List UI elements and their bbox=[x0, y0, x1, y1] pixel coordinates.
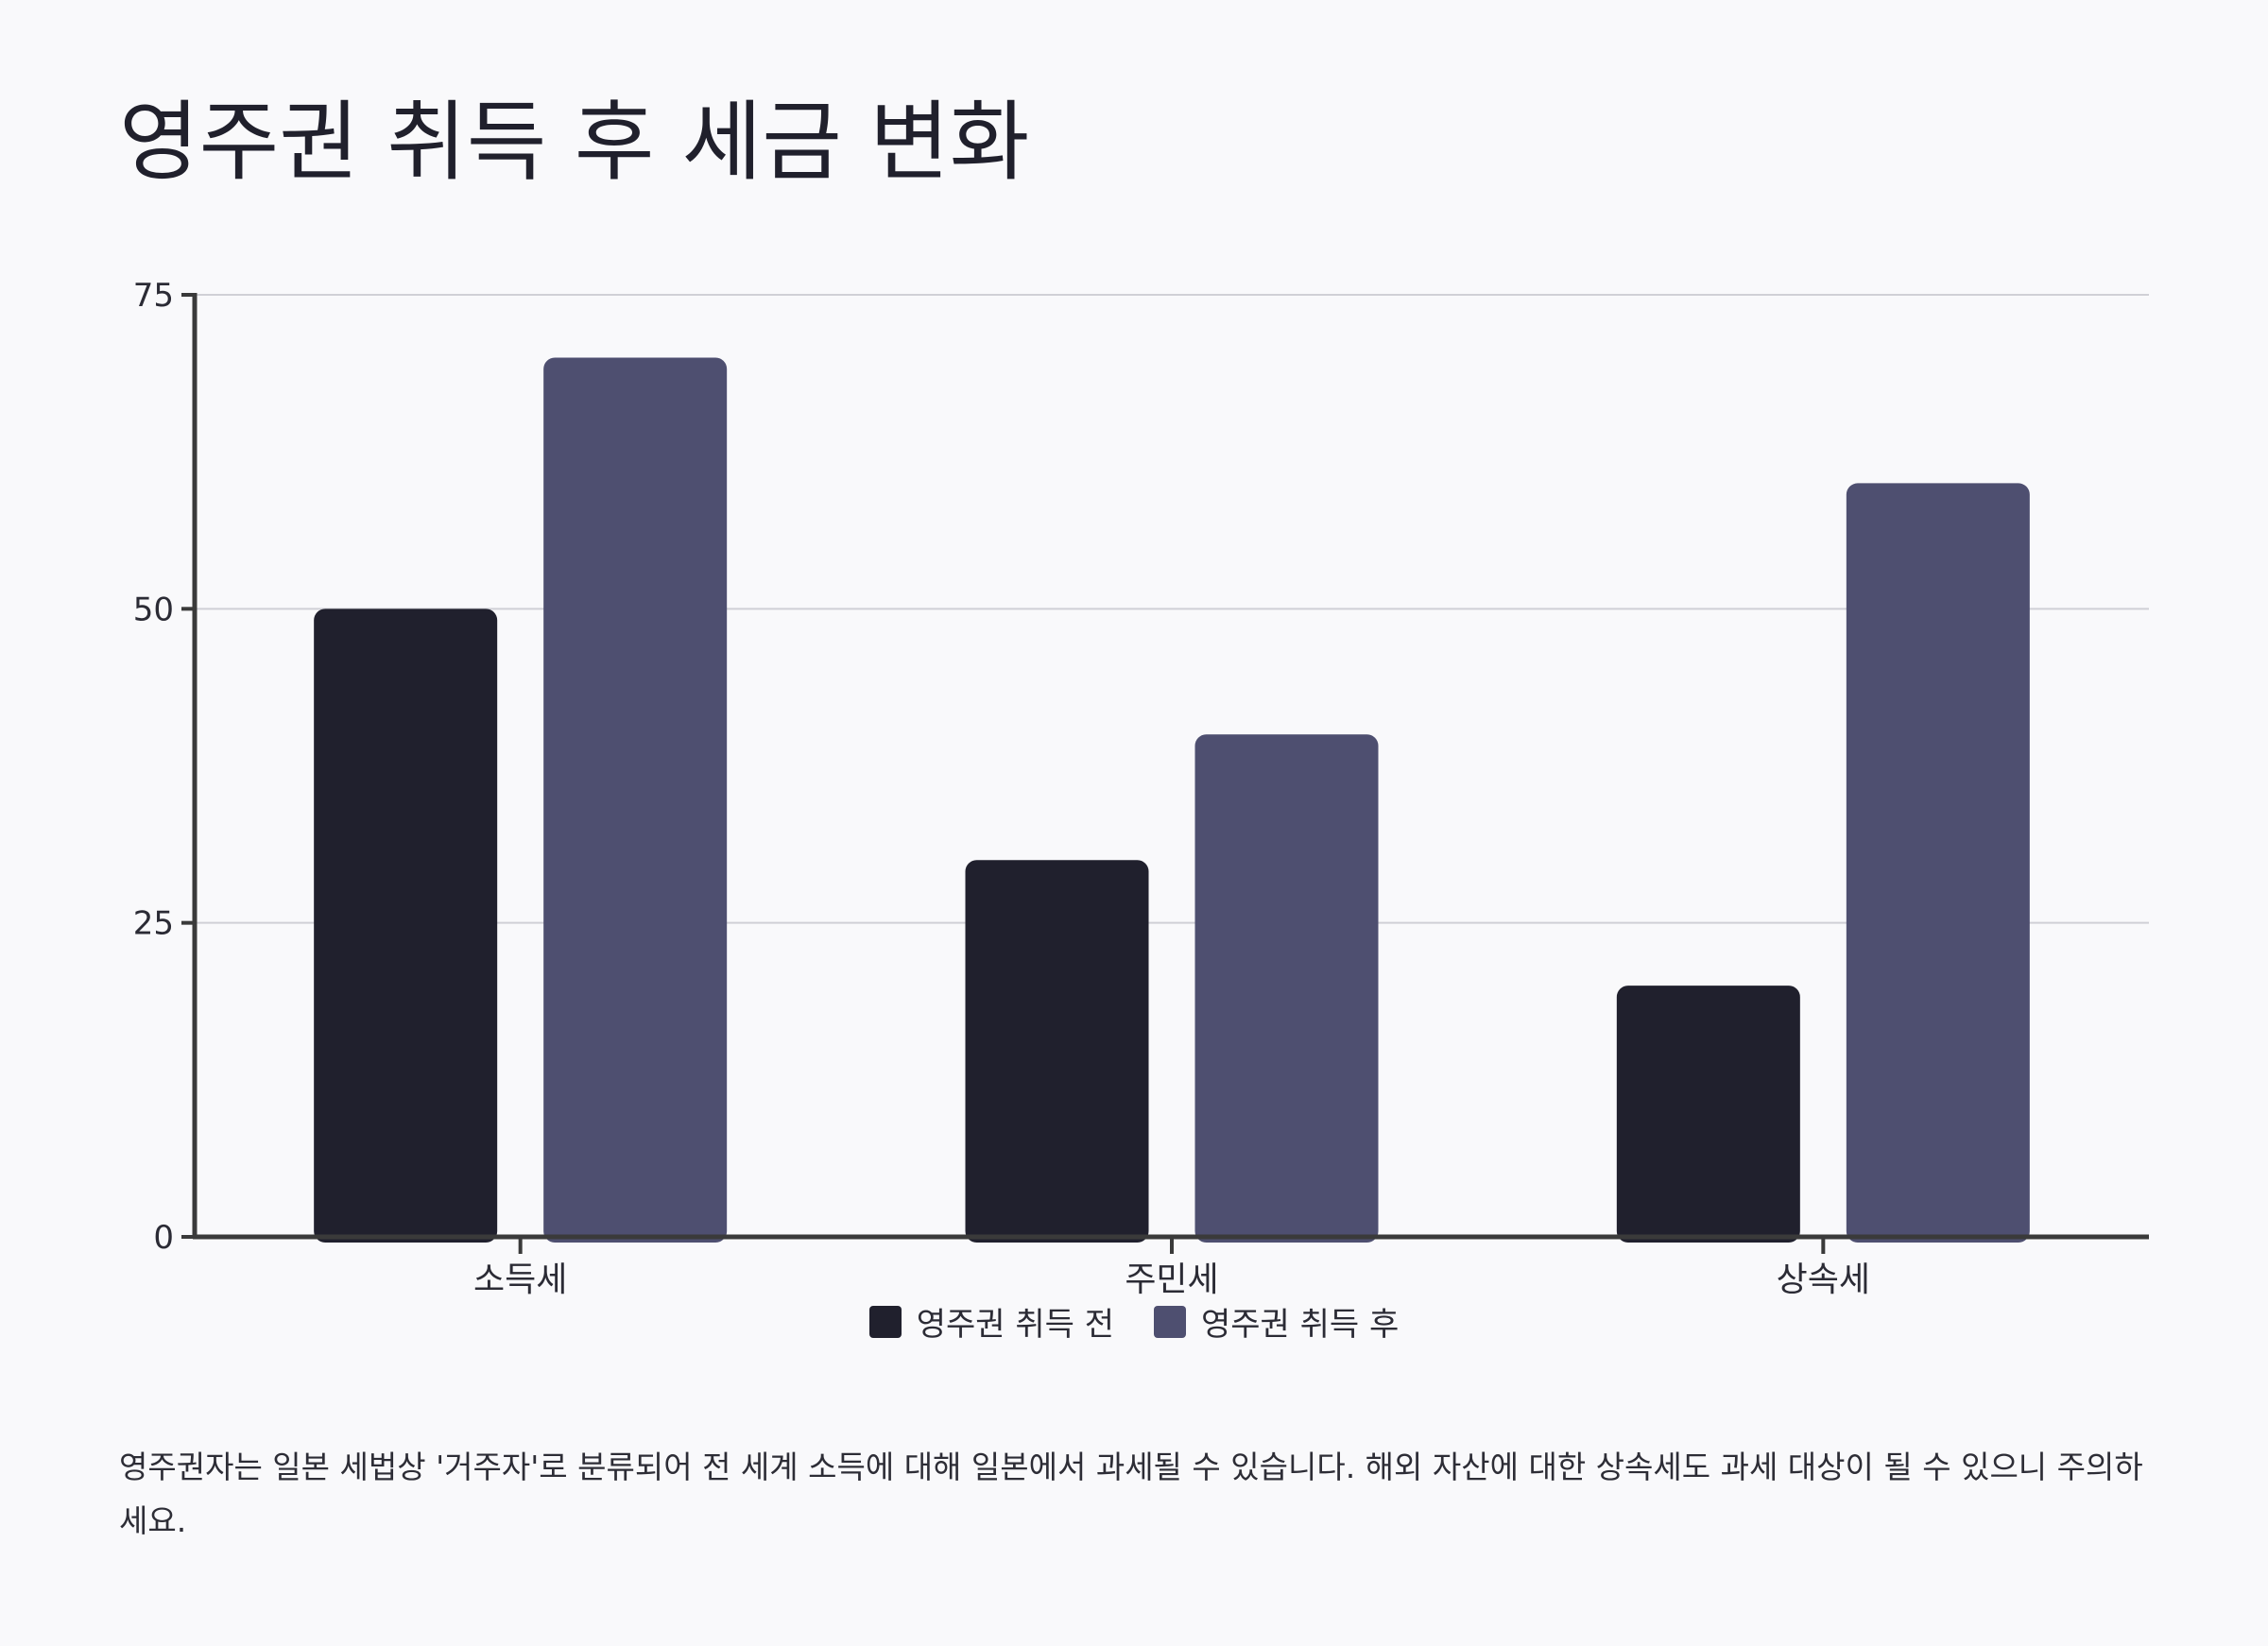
legend-item-before: 영주권 취득 전 bbox=[868, 1298, 1114, 1345]
y-tick-label: 75 bbox=[133, 277, 174, 315]
bar-before bbox=[314, 609, 498, 1243]
page-title: 영주권 취득 후 세금 변화 bbox=[119, 92, 1030, 193]
bar-before bbox=[1616, 986, 1800, 1243]
y-tick-label: 25 bbox=[133, 905, 174, 943]
bar-before bbox=[965, 860, 1149, 1243]
x-tick-label: 상속세 bbox=[1777, 1260, 1870, 1299]
legend: 영주권 취득 전 영주권 취득 후 bbox=[0, 1298, 2268, 1345]
footnote: 영주권자는 일본 세법상 '거주자'로 분류되어 전 세계 소득에 대해 일본에… bbox=[119, 1449, 2143, 1539]
legend-swatch-before bbox=[868, 1305, 902, 1338]
bar-after bbox=[1194, 734, 1379, 1243]
y-tick-label: 50 bbox=[133, 591, 174, 628]
axes: 0 25 50 75 소득세 주민세 상속세 bbox=[133, 277, 2149, 1299]
legend-label-before: 영주권 취득 전 bbox=[916, 1306, 1114, 1344]
legend-label-after: 영주권 취득 후 bbox=[1201, 1306, 1400, 1344]
legend-item-after: 영주권 취득 후 bbox=[1154, 1298, 1399, 1345]
y-tick-label: 0 bbox=[153, 1219, 174, 1257]
bar-after bbox=[543, 357, 728, 1243]
x-tick-label: 소득세 bbox=[473, 1260, 567, 1299]
legend-swatch-after bbox=[1154, 1305, 1186, 1338]
gridlines bbox=[195, 294, 2149, 924]
bar-after bbox=[1846, 483, 2030, 1243]
x-tick-label: 주민세 bbox=[1125, 1260, 1218, 1299]
bars bbox=[314, 357, 2030, 1243]
